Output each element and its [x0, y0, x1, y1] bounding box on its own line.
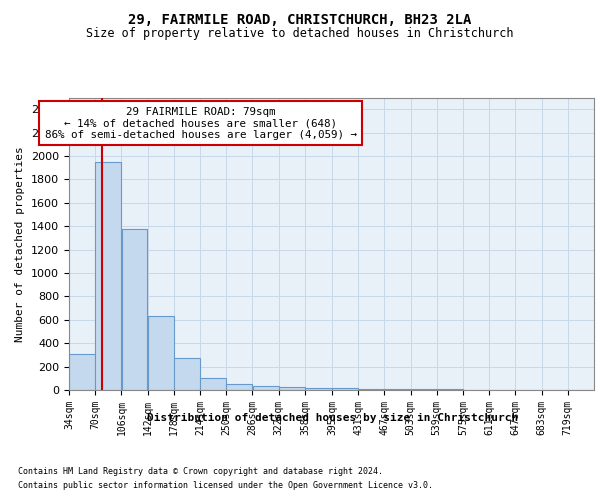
Bar	[253, 386, 278, 390]
Bar	[174, 358, 200, 390]
Bar	[385, 389, 410, 390]
Text: 29, FAIRMILE ROAD, CHRISTCHURCH, BH23 2LA: 29, FAIRMILE ROAD, CHRISTCHURCH, BH23 2L…	[128, 12, 472, 26]
Bar	[358, 389, 384, 390]
Bar	[69, 354, 95, 390]
Text: Contains public sector information licensed under the Open Government Licence v3: Contains public sector information licen…	[18, 481, 433, 490]
Bar	[332, 388, 358, 390]
Text: Size of property relative to detached houses in Christchurch: Size of property relative to detached ho…	[86, 28, 514, 40]
Bar	[305, 388, 332, 390]
Bar	[95, 162, 121, 390]
Text: Distribution of detached houses by size in Christchurch: Distribution of detached houses by size …	[148, 412, 518, 422]
Text: Contains HM Land Registry data © Crown copyright and database right 2024.: Contains HM Land Registry data © Crown c…	[18, 468, 383, 476]
Y-axis label: Number of detached properties: Number of detached properties	[16, 146, 25, 342]
Text: 29 FAIRMILE ROAD: 79sqm
← 14% of detached houses are smaller (648)
86% of semi-d: 29 FAIRMILE ROAD: 79sqm ← 14% of detache…	[45, 107, 357, 140]
Bar	[226, 384, 253, 390]
Bar	[279, 387, 305, 390]
Bar	[122, 228, 148, 390]
Bar	[148, 316, 173, 390]
Bar	[200, 378, 226, 390]
